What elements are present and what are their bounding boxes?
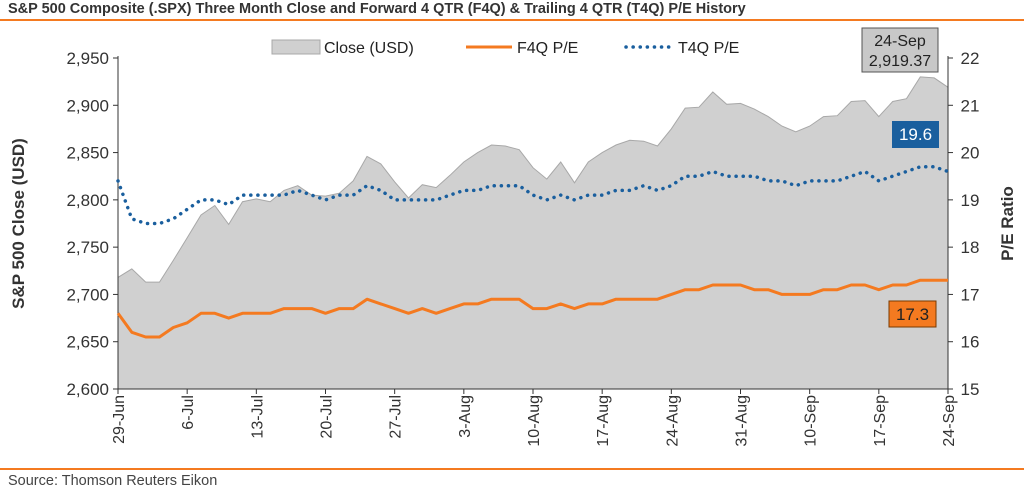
right-tick-label: 15 (961, 380, 980, 399)
x-tick-label: 10-Sep (803, 395, 820, 447)
left-tick-label: 2,950 (66, 49, 109, 68)
left-tick-label: 2,750 (66, 238, 109, 257)
left-tick-label: 2,650 (66, 333, 109, 352)
close-badge-date: 24-Sep (874, 33, 926, 50)
right-tick-label: 20 (961, 144, 980, 163)
left-tick-label: 2,600 (66, 380, 109, 399)
legend-close-label: Close (USD) (324, 40, 414, 57)
x-tick-label: 20-Jul (319, 395, 336, 439)
x-tick-label: 27-Jul (388, 395, 405, 439)
close-badge-value: 2,919.37 (869, 53, 931, 70)
right-tick-label: 22 (961, 49, 980, 68)
top-divider (0, 19, 1024, 21)
x-tick-label: 31-Aug (734, 395, 751, 447)
lines-layer (116, 165, 950, 339)
legend: Close (USD) F4Q P/E T4Q P/E (271, 39, 739, 57)
f4q-badge-label: 17.3 (896, 305, 929, 324)
left-tick-label: 2,700 (66, 285, 109, 304)
left-tick-label: 2,900 (66, 96, 109, 115)
right-tick-label: 17 (961, 285, 980, 304)
x-tick-label: 3-Aug (457, 395, 474, 438)
labels-layer: 2,600 2,650 2,700 2,750 2,800 2,850 2,900 2,950… (9, 49, 1017, 447)
x-tick-label: 29-Jun (111, 395, 128, 444)
x-tick-label: 17-Sep (872, 395, 889, 447)
x-tick-label: 6-Jul (180, 395, 197, 430)
x-tick-label: 24-Aug (664, 395, 681, 447)
close-value-badge (861, 27, 939, 73)
legend-f4q-label: F4Q P/E (517, 40, 578, 57)
t4q-value-badge (892, 121, 939, 148)
t4q-badge-label: 19.6 (899, 125, 932, 144)
area-layer (117, 76, 949, 390)
t4q-pe-dotted-line (116, 165, 950, 226)
badge-layer: 24-Sep 2,919.37 19.6 17.3 (861, 27, 939, 328)
right-tick-label: 16 (961, 333, 980, 352)
legend-close-swatch (271, 39, 321, 55)
f4q-pe-line (116, 278, 948, 339)
bottom-divider (0, 468, 1024, 470)
close-area-series (117, 76, 949, 390)
axes-layer (113, 56, 953, 394)
right-tick-label: 18 (961, 238, 980, 257)
x-tick-label: 10-Aug (526, 395, 543, 447)
x-tick-label: 17-Aug (595, 395, 612, 447)
x-tick-label: 13-Jul (249, 395, 266, 439)
f4q-value-badge (888, 300, 937, 328)
x-tick-label: 24-Sep (941, 395, 958, 447)
right-tick-label: 19 (961, 191, 980, 210)
chart-title: S&P 500 Composite (.SPX) Three Month Clo… (8, 1, 746, 17)
y-axis-title-left: S&P 500 Close (USD) (9, 138, 28, 309)
legend-t4q-label: T4Q P/E (678, 40, 739, 57)
left-tick-label: 2,800 (66, 191, 109, 210)
right-tick-label: 21 (961, 96, 980, 115)
y-axis-title-right: P/E Ratio (998, 186, 1017, 261)
source-note: Source: Thomson Reuters Eikon (8, 473, 218, 489)
left-tick-label: 2,850 (66, 144, 109, 163)
